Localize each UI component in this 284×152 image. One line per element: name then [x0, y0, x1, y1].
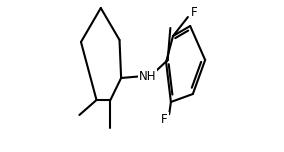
Text: F: F: [161, 113, 168, 126]
Text: NH: NH: [139, 69, 156, 83]
Text: F: F: [191, 6, 197, 19]
